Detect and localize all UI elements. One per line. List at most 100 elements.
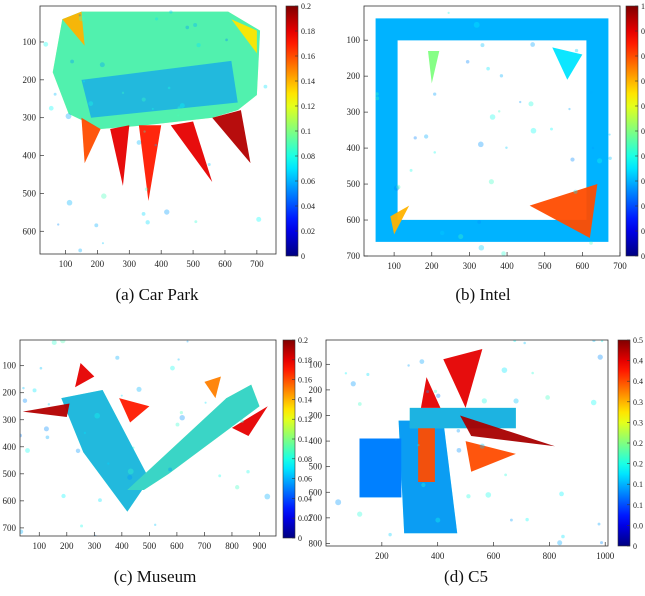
texture-dot: [136, 140, 142, 145]
colorbar-tick-label: 0.04: [301, 202, 315, 211]
texture-dot: [600, 541, 604, 545]
colorbar-tick-label: 0.08: [301, 152, 315, 161]
texture-dot: [121, 91, 125, 94]
colorbar-tick-label: 0.18: [298, 356, 312, 365]
texture-dot: [357, 511, 363, 517]
texture-dot: [70, 59, 74, 64]
texture-dot: [75, 448, 81, 454]
texture-dot: [597, 354, 603, 360]
x-tick-label: 600: [576, 261, 590, 271]
texture-dot: [477, 220, 482, 224]
colorbar-tick-label: 0.1: [633, 480, 643, 489]
texture-dot: [61, 493, 66, 499]
x-tick-label: 100: [387, 261, 401, 271]
y-tick-label: 700: [347, 251, 361, 261]
panel-1: 100 200 300 400 500 600 700 100 200 300 400 500 600 0…: [23, 2, 316, 304]
texture-dot: [20, 433, 22, 438]
texture-dot: [589, 90, 593, 94]
fan-region: [110, 125, 130, 186]
x-tick-label: 200: [375, 551, 389, 561]
texture-dot: [421, 482, 426, 488]
x-tick-label: 600: [487, 551, 501, 561]
texture-dot: [501, 251, 506, 256]
texture-dot: [169, 10, 173, 14]
texture-dot: [25, 448, 30, 453]
texture-dot: [375, 96, 380, 101]
map-region-shade: [81, 60, 238, 118]
texture-dot: [175, 422, 180, 427]
texture-dot: [22, 398, 28, 403]
texture-dot: [545, 395, 550, 400]
texture-dot: [597, 158, 603, 164]
texture-dot: [144, 187, 149, 191]
texture-dot: [417, 443, 420, 447]
texture-dot: [530, 42, 536, 47]
texture-dot: [433, 151, 437, 154]
texture-dot: [264, 493, 271, 500]
texture-dot: [194, 220, 198, 224]
y-tick-label: 400: [309, 436, 323, 446]
fan-region: [231, 406, 268, 436]
colorbar-tick-label: 0.3: [633, 398, 643, 407]
colorbar-tick-label: 0: [641, 152, 645, 161]
texture-dot: [409, 168, 413, 172]
texture-dot: [568, 107, 571, 111]
texture-dot: [499, 74, 504, 78]
x-tick-label: 600: [218, 259, 232, 269]
fan-region: [170, 121, 213, 183]
y-tick-label: 100: [347, 35, 361, 45]
axes-frame: [325, 339, 609, 547]
texture-dot: [82, 80, 86, 83]
texture-dot: [592, 340, 596, 343]
texture-dot: [193, 22, 198, 27]
y-tick-label: 500: [309, 462, 323, 472]
subfigure-caption: (d) C5: [444, 567, 488, 586]
fan-region: [428, 50, 440, 84]
texture-dot: [177, 106, 181, 110]
colorbar-tick-label: 0: [641, 177, 645, 186]
y-tick-label: 400: [23, 151, 37, 161]
texture-dot: [179, 415, 185, 421]
texture-dot: [155, 17, 159, 21]
colorbar-tick-label: 1: [641, 2, 645, 11]
x-tick-label: 600: [170, 541, 184, 551]
texture-dot: [447, 11, 450, 14]
texture-dot: [207, 162, 211, 167]
texture-dot: [101, 242, 104, 245]
colorbar-tick-label: 0.04: [298, 494, 312, 503]
texture-dot: [597, 522, 601, 526]
texture-dot: [366, 372, 370, 377]
texture-dot: [550, 127, 553, 131]
texture-dot: [573, 189, 578, 194]
texture-dot: [497, 110, 501, 113]
texture-dot: [436, 393, 441, 398]
y-tick-label: 100: [3, 361, 17, 371]
heatmap-layer: [335, 340, 604, 546]
colorbar-tick-label: 0.12: [298, 415, 312, 424]
texture-dot: [107, 462, 110, 465]
texture-dot: [127, 468, 134, 475]
texture-dot: [600, 340, 604, 343]
texture-dot: [22, 386, 25, 390]
texture-dot: [486, 66, 490, 71]
texture-dot: [413, 136, 417, 140]
texture-dot: [80, 524, 84, 528]
texture-dot: [591, 146, 595, 150]
fan-region: [138, 125, 162, 201]
texture-dot: [94, 412, 100, 419]
y-tick-label: 400: [3, 442, 17, 452]
x-tick-label: 200: [60, 541, 74, 551]
x-tick-label: 1000: [596, 551, 615, 561]
texture-dot: [590, 399, 597, 406]
x-tick-label: 700: [250, 259, 264, 269]
texture-dot: [246, 469, 250, 474]
texture-dot: [456, 429, 461, 433]
map-region-shade: [359, 438, 402, 498]
y-tick-label: 200: [23, 75, 37, 85]
colorbar-tick-label: 0.1: [301, 127, 311, 136]
texture-dot: [83, 431, 87, 435]
subfigure-caption: (b) Intel: [455, 285, 511, 304]
y-tick-label: 300: [347, 107, 361, 117]
texture-dot: [39, 366, 43, 370]
